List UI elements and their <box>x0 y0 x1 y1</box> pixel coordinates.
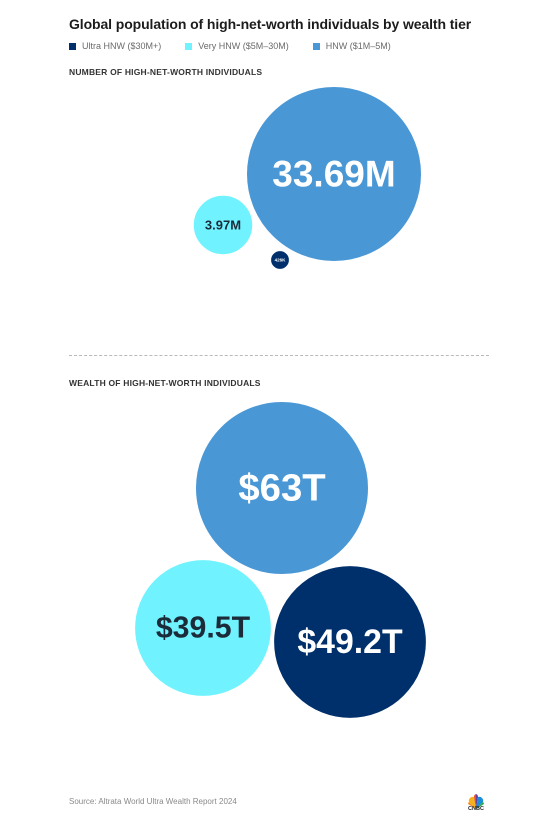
legend-label-ultra-hnw: Ultra HNW ($30M+) <box>82 41 162 51</box>
legend-item-very-hnw: Very HNW ($5M–30M) <box>185 41 289 51</box>
bubble-hnw-wealth-label: $63T <box>238 467 325 510</box>
bubble-very-hnw-wealth <box>133 558 273 698</box>
cnbc-peacock-logo-icon <box>468 794 484 809</box>
population-bubble-chart: 33.69M 3.97M 426K <box>191 85 423 271</box>
bubble-ultra-hnw-wealth-label: $49.2T <box>297 623 403 661</box>
legend-swatch-very-hnw <box>185 42 193 50</box>
population-section-title: NUMBER OF HIGH-NET-WORTH INDIVIDUALS <box>69 67 263 77</box>
wealth-bubble-chart: $63T $39.5T $49.2T <box>133 400 428 720</box>
bubble-hnw-count <box>245 85 423 263</box>
legend-label-hnw: HNW ($1M–5M) <box>325 41 391 51</box>
bubble-ultra-hnw-wealth <box>272 564 428 720</box>
bubble-very-hnw-count <box>191 193 255 257</box>
bubble-hnw-wealth <box>194 400 370 576</box>
section-divider <box>69 355 489 356</box>
bubble-very-hnw-count-label: 3.97M <box>205 218 241 233</box>
bubble-ultra-hnw-count-label: 426K <box>275 258 287 263</box>
legend-item-hnw: HNW ($1M–5M) <box>312 41 391 51</box>
cnbc-logo-text: CNBC <box>468 806 484 812</box>
legend-swatch-hnw <box>312 42 320 50</box>
source-note: Source: Altrata World Ultra Wealth Repor… <box>69 797 237 806</box>
legend: Ultra HNW ($30M+) Very HNW ($5M–30M) HNW… <box>69 41 391 51</box>
legend-item-ultra-hnw: Ultra HNW ($30M+) <box>69 41 161 51</box>
bubble-ultra-hnw-count <box>269 249 291 271</box>
wealth-section-title: WEALTH OF HIGH-NET-WORTH INDIVIDUALS <box>69 378 261 388</box>
chart-title: Global population of high-net-worth indi… <box>69 16 472 32</box>
legend-label-very-hnw: Very HNW ($5M–30M) <box>198 41 289 51</box>
bubble-hnw-count-label: 33.69M <box>272 154 395 195</box>
legend-swatch-ultra-hnw <box>69 42 76 50</box>
bubble-very-hnw-wealth-label: $39.5T <box>156 612 251 645</box>
